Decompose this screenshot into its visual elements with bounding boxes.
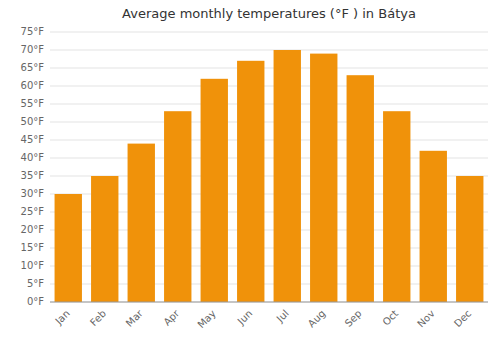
bar — [310, 54, 337, 302]
grid-line — [50, 50, 488, 51]
y-tick-label: 70°F — [21, 44, 45, 55]
x-tick-label: Sep — [343, 308, 364, 329]
grid-line — [50, 68, 488, 69]
y-axis: 0°F 5°F 10°F 15°F 20°F 25°F 30°F 35°F 40°F 45°F 50… — [21, 26, 45, 307]
bar — [91, 176, 118, 302]
y-tick-label: 40°F — [21, 152, 45, 163]
y-tick-label: 75°F — [21, 26, 45, 37]
bar — [201, 79, 228, 302]
grid — [50, 32, 488, 302]
grid-line — [50, 140, 488, 141]
bar — [274, 50, 301, 302]
x-tick-label: Apr — [161, 307, 182, 328]
x-tick-label: Jul — [274, 308, 291, 325]
x-tick-label: Jan — [52, 308, 71, 327]
bar — [128, 144, 155, 302]
x-axis: Jan Feb Mar Apr May Jun Jul Aug Sep Oct Nov Dec — [50, 302, 488, 330]
y-tick-label: 60°F — [21, 80, 45, 91]
grid-line — [50, 86, 488, 87]
y-tick-label: 50°F — [21, 116, 45, 127]
grid-line — [50, 32, 488, 33]
grid-line — [50, 302, 488, 303]
bars — [55, 50, 484, 302]
x-axis-line — [50, 302, 488, 303]
chart: 0°F 5°F 10°F 15°F 20°F 25°F 30°F 35°F 40°F 45°F 50… — [0, 0, 500, 350]
y-tick-label: 0°F — [27, 296, 44, 307]
x-tick-label: Aug — [306, 308, 328, 330]
y-tick-label: 55°F — [21, 98, 45, 109]
bar — [55, 194, 82, 302]
y-tick-label: 20°F — [21, 224, 45, 235]
x-tick-label: Dec — [452, 308, 473, 329]
x-tick-label: Mar — [124, 307, 146, 329]
chart-container: 0°F 5°F 10°F 15°F 20°F 25°F 30°F 35°F 40°F 45°F 50… — [0, 0, 500, 350]
y-tick-label: 15°F — [21, 242, 45, 253]
y-tick-label: 30°F — [21, 188, 45, 199]
bar — [383, 111, 410, 302]
x-tick-label: Oct — [380, 308, 400, 328]
y-tick-label: 5°F — [27, 278, 44, 289]
x-tick-label: Feb — [88, 308, 108, 328]
y-tick-label: 45°F — [21, 134, 45, 145]
bar — [164, 111, 191, 302]
y-tick-label: 10°F — [21, 260, 45, 271]
x-tick-label: Jun — [235, 308, 255, 328]
grid-line — [50, 122, 488, 123]
x-tick-label: Nov — [415, 308, 437, 330]
bar — [456, 176, 483, 302]
x-tick-label: May — [195, 308, 217, 330]
bar — [420, 151, 447, 302]
bar — [237, 61, 264, 302]
bar — [347, 75, 374, 302]
y-tick-label: 65°F — [21, 62, 45, 73]
y-tick-label: 25°F — [21, 206, 45, 217]
y-tick-label: 35°F — [21, 170, 45, 181]
grid-line — [50, 104, 488, 105]
title: Average monthly temperatures (°F ) in Bá… — [122, 6, 416, 21]
